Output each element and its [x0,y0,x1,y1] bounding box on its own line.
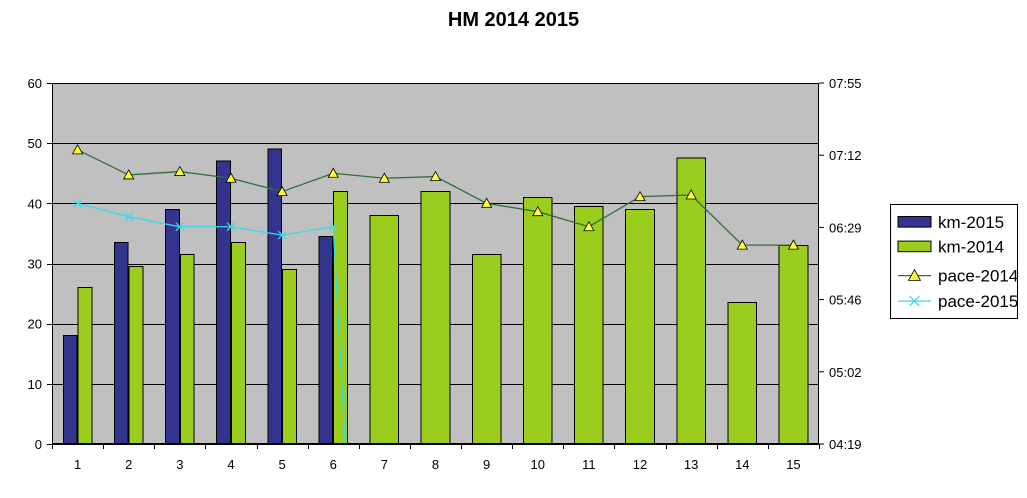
svg-text:60: 60 [28,76,42,91]
svg-text:pace-2014: pace-2014 [938,267,1018,286]
svg-text:30: 30 [28,257,42,272]
svg-text:1: 1 [74,457,81,472]
svg-text:9: 9 [483,457,490,472]
svg-text:20: 20 [28,317,42,332]
svg-text:10: 10 [531,457,545,472]
svg-text:2: 2 [125,457,132,472]
svg-text:14: 14 [735,457,749,472]
svg-text:3: 3 [176,457,183,472]
svg-text:8: 8 [432,457,439,472]
svg-text:15: 15 [786,457,800,472]
svg-text:km-2015: km-2015 [938,213,1004,232]
svg-text:06:29: 06:29 [829,220,862,235]
svg-text:12: 12 [633,457,647,472]
svg-text:40: 40 [28,196,42,211]
svg-text:pace-2015: pace-2015 [938,292,1018,311]
svg-text:04:19: 04:19 [829,437,862,452]
svg-text:07:12: 07:12 [829,148,862,163]
svg-text:10: 10 [28,377,42,392]
svg-text:km-2014: km-2014 [938,237,1004,256]
svg-text:6: 6 [330,457,337,472]
svg-text:05:02: 05:02 [829,365,862,380]
svg-text:7: 7 [381,457,388,472]
svg-text:50: 50 [28,136,42,151]
svg-text:11: 11 [582,457,596,472]
svg-text:05:46: 05:46 [829,293,862,308]
svg-text:07:55: 07:55 [829,76,862,91]
svg-text:5: 5 [278,457,285,472]
svg-text:4: 4 [227,457,234,472]
svg-text:0: 0 [35,437,42,452]
svg-text:13: 13 [684,457,698,472]
